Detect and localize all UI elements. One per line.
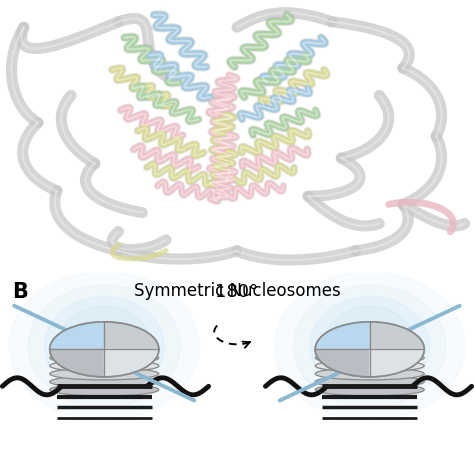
Ellipse shape <box>323 306 416 386</box>
Ellipse shape <box>9 272 200 420</box>
Ellipse shape <box>315 322 424 377</box>
Ellipse shape <box>50 368 159 380</box>
Polygon shape <box>104 349 159 377</box>
Text: Symmetric Nucleosomes: Symmetric Nucleosomes <box>134 282 340 300</box>
Ellipse shape <box>50 383 159 396</box>
Ellipse shape <box>45 297 164 395</box>
Ellipse shape <box>50 322 159 377</box>
Ellipse shape <box>50 375 159 388</box>
Ellipse shape <box>58 306 151 386</box>
Polygon shape <box>104 322 159 349</box>
Ellipse shape <box>310 297 429 395</box>
Ellipse shape <box>315 368 424 380</box>
Ellipse shape <box>315 352 424 364</box>
Text: 180°: 180° <box>216 283 258 301</box>
Ellipse shape <box>315 360 424 372</box>
Polygon shape <box>50 322 104 349</box>
Ellipse shape <box>293 285 446 407</box>
Polygon shape <box>50 349 104 377</box>
Ellipse shape <box>315 375 424 388</box>
Ellipse shape <box>50 352 159 364</box>
Ellipse shape <box>28 285 181 407</box>
Polygon shape <box>370 322 424 349</box>
Text: B: B <box>12 282 27 302</box>
Polygon shape <box>315 349 370 377</box>
Polygon shape <box>370 349 424 377</box>
Ellipse shape <box>315 383 424 396</box>
Ellipse shape <box>274 272 465 420</box>
Ellipse shape <box>50 360 159 372</box>
Polygon shape <box>315 322 370 349</box>
